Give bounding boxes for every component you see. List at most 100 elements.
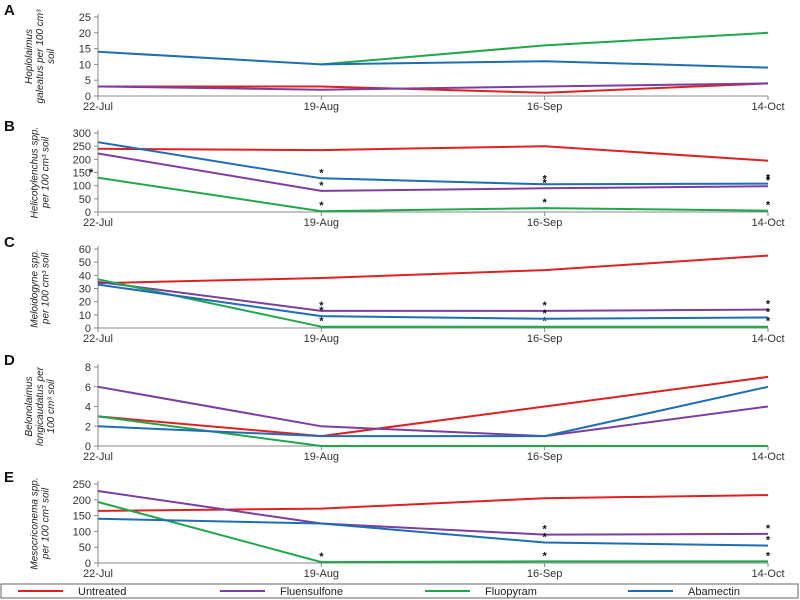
y-tick-label: 300 <box>73 128 91 140</box>
y-axis-label-line: 100 cm³ soil <box>46 379 57 434</box>
series-line-fluensulfone <box>97 385 769 438</box>
y-axis-label-line: Mesocriconema spp. <box>30 477 41 569</box>
series-line-fluopyram <box>97 501 768 564</box>
x-tick-label: 16-Sep <box>527 333 562 345</box>
significance-marker: * <box>319 200 324 212</box>
x-tick-label: 22-Jul <box>83 451 113 463</box>
series-line-fluensulfone <box>97 152 769 192</box>
panel-letter: C <box>4 234 15 251</box>
series-line-untreated <box>98 82 769 94</box>
y-tick-label: 250 <box>73 141 91 153</box>
legend-box <box>0 583 799 599</box>
significance-marker: * <box>319 551 324 563</box>
y-tick-label: 10 <box>79 310 91 322</box>
series-line-fluopyram <box>321 31 769 66</box>
y-tick-label: 150 <box>73 168 91 180</box>
significance-marker: * <box>766 175 771 187</box>
x-tick-label: 22-Jul <box>83 333 113 345</box>
series-line-fluensulfone <box>97 490 769 536</box>
y-tick-label: 100 <box>73 181 91 193</box>
panel-E: E 0 50 100 150 200 250 22-Jul 19-Aug 16-Sep 14-Oct… <box>4 469 785 580</box>
x-tick-label: 19-Aug <box>304 333 339 345</box>
significance-marker: * <box>319 316 324 328</box>
significance-marker: * <box>543 308 548 320</box>
y-axis-label-line: soil <box>46 48 57 64</box>
y-axis-label-line: longicaudatus per <box>35 366 46 446</box>
y-tick-label: 20 <box>79 28 91 40</box>
y-axis-label-line: Helicotylenchus spp. <box>30 127 41 219</box>
y-tick-label: 60 <box>79 244 91 256</box>
significance-marker: * <box>766 173 771 185</box>
y-axis-label-line: Hoplolaimus <box>24 29 35 84</box>
legend-item-fluopyram: Fluopyram <box>425 586 537 598</box>
y-tick-label: 8 <box>85 362 91 374</box>
y-axis-label-line: per 100 cm³ soil <box>41 487 52 560</box>
y-axis-label-line: per 100 cm³ soil <box>41 136 52 209</box>
y-tick-label: 5 <box>85 75 91 87</box>
significance-marker: * <box>543 173 548 185</box>
y-tick-label: 30 <box>79 284 91 296</box>
significance-marker: * <box>766 523 771 535</box>
y-tick-label: 0 <box>85 323 91 335</box>
y-axis-label: Helicotylenchus spp. per 100 cm³ soil <box>30 127 52 219</box>
y-axis-label: Mesocriconema spp. per 100 cm³ soil <box>30 477 52 569</box>
significance-marker: * <box>543 316 548 328</box>
y-tick-label: 50 <box>79 194 91 206</box>
significance-marker: * <box>319 167 324 179</box>
significance-marker: * <box>766 299 771 311</box>
x-tick-label: 22-Jul <box>83 101 113 113</box>
series-line-abamectin <box>97 50 769 69</box>
x-tick-label: 22-Jul <box>83 568 113 580</box>
legend-item-fluensulfone: Fluensulfone <box>220 586 343 598</box>
significance-marker: * <box>543 531 548 543</box>
x-tick-label: 14-Oct <box>751 568 784 580</box>
legend-label: Fluensulfone <box>280 586 343 598</box>
y-tick-label: 100 <box>73 526 91 538</box>
panel-D: D 0 2 4 6 8 22-Jul 19-Aug 16-Sep 14-Oct Belonolaim… <box>4 352 785 463</box>
y-tick-label: 6 <box>85 382 91 394</box>
y-tick-label: 10 <box>79 59 91 71</box>
y-tick-label: 40 <box>79 270 91 282</box>
series-line-abamectin <box>97 141 769 186</box>
y-axis-label-line: Belonolaimus <box>24 376 35 436</box>
y-axis-label: Belonolaimus longicaudatus per 100 cm³ soi… <box>24 366 57 446</box>
legend: Untreated Fluensulfone Fluopyram Abamectin <box>0 583 799 599</box>
series-line-untreated <box>97 494 769 512</box>
y-tick-label: 50 <box>79 257 91 269</box>
legend-item-untreated: Untreated <box>18 586 126 598</box>
significance-marker: * <box>543 300 548 312</box>
significance-marker: * <box>766 200 771 212</box>
y-axis-label: Hoplolaimus galeatus per 100 cm³ soil <box>24 9 57 104</box>
x-tick-label: 16-Sep <box>527 217 562 229</box>
panel-letter: D <box>4 352 15 369</box>
significance-marker: * <box>319 305 324 317</box>
y-tick-label: 150 <box>73 511 91 523</box>
significance-marker: * <box>543 524 548 536</box>
significance-marker: * <box>543 550 548 562</box>
significance-marker: * <box>766 535 771 547</box>
y-tick-label: 25 <box>79 12 91 24</box>
legend-item-abamectin: Abamectin <box>628 586 740 598</box>
x-tick-label: 14-Oct <box>751 101 784 113</box>
x-tick-label: 16-Sep <box>527 101 562 113</box>
y-tick-label: 2 <box>85 421 91 433</box>
series-line-fluopyram <box>97 278 768 328</box>
significance-marker: * <box>89 167 94 179</box>
x-tick-label: 19-Aug <box>304 568 339 580</box>
x-tick-label: 14-Oct <box>751 333 784 345</box>
panel-letter: E <box>4 469 14 486</box>
significance-marker: * <box>766 550 771 562</box>
y-tick-label: 200 <box>73 154 91 166</box>
y-axis-label-line: galeatus per 100 cm³ <box>35 9 46 104</box>
y-tick-label: 0 <box>85 558 91 570</box>
x-tick-label: 19-Aug <box>304 101 339 113</box>
y-axis-label-line: Meloidogyne spp. <box>30 249 41 327</box>
y-axis-label: Meloidogyne spp. per 100 cm³ soil <box>30 249 52 327</box>
significance-marker: * <box>319 300 324 312</box>
y-tick-label: 15 <box>79 44 91 56</box>
y-tick-label: 200 <box>73 495 91 507</box>
significance-marker: * <box>766 306 771 318</box>
